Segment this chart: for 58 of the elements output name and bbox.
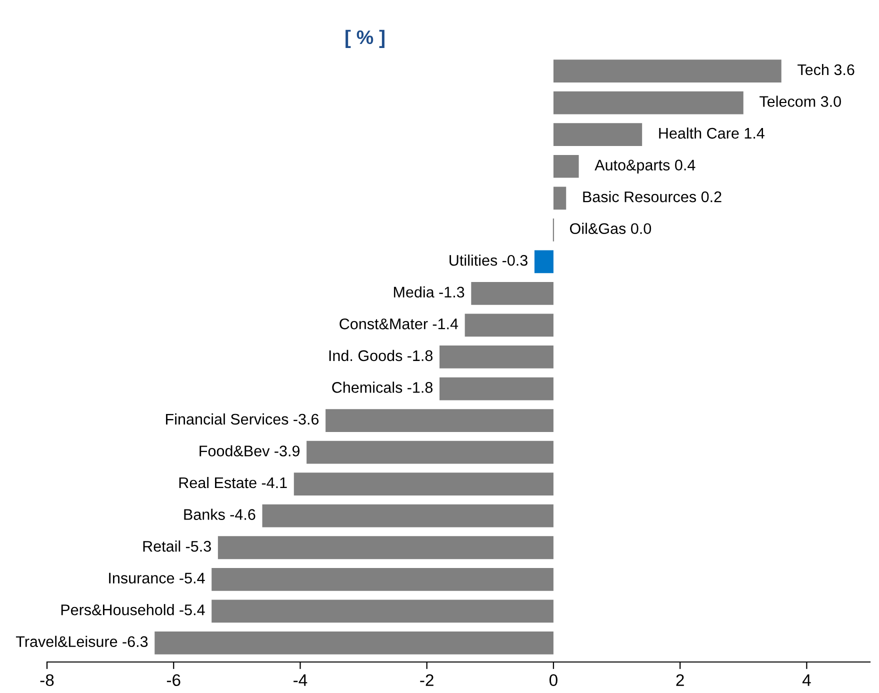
data-label: -3.9 (274, 446, 300, 456)
data-label: -4.1 (262, 478, 287, 488)
x-tick-label: 2 (676, 674, 684, 686)
y-tick-label: Pers&Household (61, 604, 174, 616)
bar (212, 600, 554, 623)
chart-title: [ % ] (346, 30, 384, 48)
x-tick-label: -6 (166, 674, 180, 686)
y-tick-label: Const&Mater (340, 318, 428, 330)
y-tick-label: Utilities (450, 254, 498, 266)
category-label: Oil&Gas 0.0 (570, 222, 652, 234)
bar (534, 250, 554, 274)
y-tick-label: Insurance (109, 572, 174, 584)
bar (212, 568, 554, 591)
data-label: -1.8 (408, 350, 433, 362)
y-tick-label: Food&Bev (200, 445, 270, 456)
bar (464, 314, 554, 337)
x-tick-label: 4 (802, 674, 811, 686)
x-tick-label: -4 (294, 674, 308, 686)
x-tick-label: 0 (549, 674, 558, 686)
bar (440, 346, 554, 368)
bar (294, 472, 554, 496)
category-label: Telecom 3.0 (760, 96, 841, 107)
category-label: Health Care 1.4 (659, 127, 764, 139)
data-label: -3.6 (294, 414, 319, 425)
data-label: -0.3 (502, 254, 528, 266)
data-label: -4.6 (230, 509, 256, 520)
category-label: Basic Resources 0.2 (583, 191, 722, 202)
x-tick-label: -8 (40, 674, 54, 686)
data-label: -1.8 (408, 382, 433, 393)
data-label: -6.3 (122, 636, 148, 648)
bar (306, 440, 554, 464)
data-label: -1.3 (439, 286, 464, 298)
bar (326, 409, 554, 432)
bar (553, 91, 744, 114)
bar (440, 377, 554, 400)
bar (154, 632, 554, 654)
y-tick-label: Chemicals (332, 382, 402, 393)
bar (553, 154, 579, 178)
bar (471, 282, 554, 305)
data-label: -5.4 (180, 604, 205, 616)
y-tick-label: Media (394, 286, 434, 298)
category-label: Auto&parts 0.4 (594, 160, 696, 174)
y-tick-label: Real Estate (179, 476, 256, 488)
category-label: Tech 3.6 (798, 64, 854, 76)
y-tick-label: Financial Services (166, 413, 288, 425)
bar (262, 504, 554, 528)
y-tick-label: Travel&Leisure (16, 636, 118, 648)
bar (218, 536, 554, 560)
data-label: -5.4 (180, 572, 205, 584)
y-tick-label: Banks (184, 508, 225, 520)
data-label: -1.4 (432, 318, 458, 330)
y-tick-label: Retail (143, 540, 180, 552)
bar (553, 60, 782, 82)
y-tick-label: Ind. Goods (329, 350, 402, 362)
x-tick-label: -2 (420, 674, 434, 686)
bar (553, 186, 566, 210)
data-label: -5.3 (186, 540, 211, 552)
bar (553, 123, 642, 146)
